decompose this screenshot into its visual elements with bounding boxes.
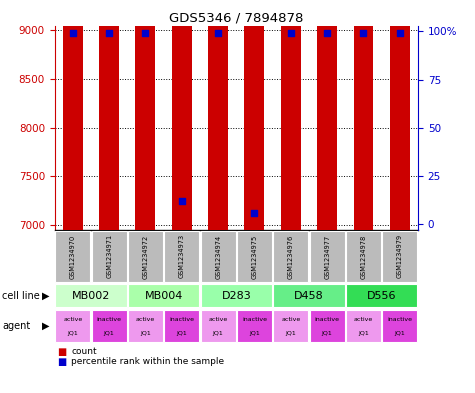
Text: JQ1: JQ1: [104, 331, 114, 336]
Text: agent: agent: [2, 321, 30, 331]
Point: [142, 30, 149, 37]
Bar: [281, 173, 301, 393]
Bar: [63, 176, 83, 393]
Bar: [245, 215, 265, 393]
Text: inactive: inactive: [314, 317, 340, 322]
Bar: [135, 130, 155, 393]
Point: [251, 209, 258, 216]
Bar: [346, 231, 381, 282]
Bar: [346, 284, 417, 307]
Bar: [237, 310, 272, 342]
Bar: [317, 0, 337, 230]
Text: GSM1234970: GSM1234970: [70, 234, 76, 279]
Text: MB002: MB002: [72, 291, 110, 301]
Text: ▶: ▶: [42, 291, 50, 301]
Bar: [237, 231, 272, 282]
Bar: [128, 284, 199, 307]
Bar: [56, 310, 90, 342]
Bar: [56, 231, 90, 282]
Point: [323, 30, 331, 37]
Bar: [274, 231, 308, 282]
Bar: [274, 310, 308, 342]
Bar: [353, 0, 373, 230]
Text: JQ1: JQ1: [140, 331, 151, 336]
Text: JQ1: JQ1: [322, 331, 332, 336]
Bar: [390, 0, 410, 230]
Bar: [346, 310, 381, 342]
Bar: [310, 231, 344, 282]
Point: [396, 30, 404, 37]
Bar: [172, 0, 192, 230]
Text: GSM1234977: GSM1234977: [324, 234, 330, 279]
Bar: [201, 310, 236, 342]
Bar: [382, 231, 417, 282]
Point: [287, 30, 294, 37]
Text: D283: D283: [221, 291, 251, 301]
Point: [105, 30, 113, 37]
Text: active: active: [354, 317, 373, 322]
Bar: [390, 128, 410, 393]
Bar: [208, 167, 228, 393]
Text: inactive: inactive: [96, 317, 122, 322]
Text: inactive: inactive: [242, 317, 267, 322]
Text: ■: ■: [57, 347, 66, 357]
Bar: [99, 118, 119, 393]
Bar: [201, 284, 272, 307]
Text: inactive: inactive: [387, 317, 412, 322]
Text: MB004: MB004: [144, 291, 183, 301]
Text: inactive: inactive: [169, 317, 194, 322]
Bar: [92, 231, 126, 282]
Bar: [201, 231, 236, 282]
Title: GDS5346 / 7894878: GDS5346 / 7894878: [169, 11, 304, 24]
Bar: [164, 231, 199, 282]
Bar: [353, 107, 373, 393]
Text: GSM1234978: GSM1234978: [361, 234, 367, 279]
Text: D458: D458: [294, 291, 324, 301]
Bar: [281, 0, 301, 230]
Text: D556: D556: [367, 291, 397, 301]
Text: GSM1234975: GSM1234975: [251, 234, 257, 279]
Text: GSM1234971: GSM1234971: [106, 234, 112, 279]
Bar: [245, 0, 265, 230]
Bar: [172, 217, 192, 393]
Bar: [135, 0, 155, 230]
Text: JQ1: JQ1: [176, 331, 187, 336]
Text: JQ1: JQ1: [249, 331, 260, 336]
Text: ■: ■: [57, 356, 66, 367]
Text: GSM1234974: GSM1234974: [215, 234, 221, 279]
Bar: [92, 310, 126, 342]
Text: GSM1234973: GSM1234973: [179, 234, 185, 279]
Text: GSM1234976: GSM1234976: [288, 234, 294, 279]
Point: [214, 30, 222, 37]
Bar: [128, 231, 163, 282]
Text: JQ1: JQ1: [394, 331, 405, 336]
Text: JQ1: JQ1: [67, 331, 78, 336]
Bar: [310, 310, 344, 342]
Bar: [274, 284, 344, 307]
Text: JQ1: JQ1: [358, 331, 369, 336]
Point: [69, 30, 76, 37]
Text: active: active: [281, 317, 301, 322]
Point: [360, 30, 367, 37]
Bar: [382, 310, 417, 342]
Bar: [99, 0, 119, 230]
Bar: [56, 284, 126, 307]
Text: JQ1: JQ1: [285, 331, 296, 336]
Text: active: active: [63, 317, 83, 322]
Bar: [164, 310, 199, 342]
Point: [178, 198, 186, 204]
Text: active: active: [209, 317, 228, 322]
Text: count: count: [71, 347, 97, 356]
Text: percentile rank within the sample: percentile rank within the sample: [71, 357, 224, 366]
Bar: [63, 0, 83, 230]
Text: GSM1234979: GSM1234979: [397, 234, 403, 279]
Text: cell line: cell line: [2, 291, 40, 301]
Bar: [317, 43, 337, 393]
Text: active: active: [136, 317, 155, 322]
Bar: [128, 310, 163, 342]
Text: JQ1: JQ1: [213, 331, 224, 336]
Text: GSM1234972: GSM1234972: [142, 234, 149, 279]
Text: ▶: ▶: [42, 321, 50, 331]
Bar: [208, 0, 228, 230]
